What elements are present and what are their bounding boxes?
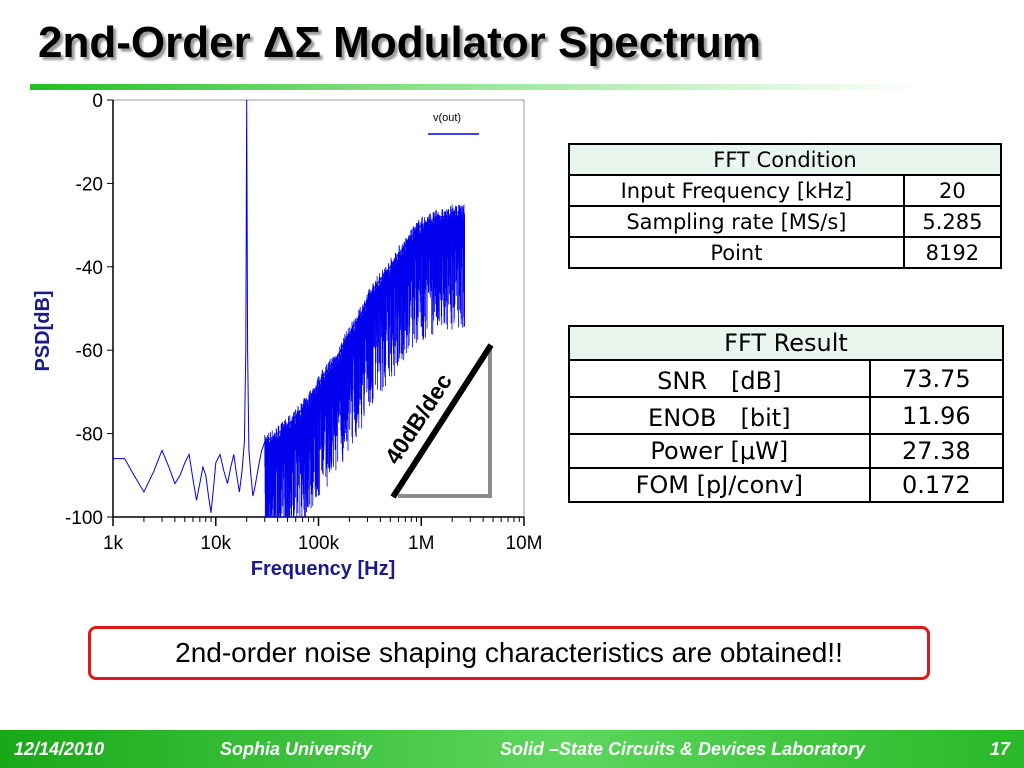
legend-label-vout: v(out) xyxy=(433,112,461,124)
x-tick-label: 1k xyxy=(103,533,124,554)
slope-annotation: 40dB/dec xyxy=(380,343,494,499)
table-row: Sampling rate [MS/s] 5.285 xyxy=(568,205,1003,238)
y-tick-label: -60 xyxy=(76,341,103,362)
table-cell-label: Sampling rate [MS/s] xyxy=(568,205,905,238)
table-row: Power [μW] 27.38 xyxy=(568,433,1005,469)
table-cell-label: Input Frequency [kHz] xyxy=(568,174,905,207)
table-cell-label: SNR [dB] xyxy=(568,359,871,398)
y-axis-ticks: 0 -20 -40 -60 -80 -100 xyxy=(65,91,113,529)
x-tick-label: 1M xyxy=(408,533,434,554)
footer-page-number: 17 xyxy=(990,739,1011,759)
title-underline xyxy=(30,84,1024,90)
footer-bar: 12/14/2010 Sophia University Solid –Stat… xyxy=(0,730,1024,768)
y-tick-label: -40 xyxy=(76,258,103,279)
table-cell-value: 8192 xyxy=(902,236,1003,269)
table-cell-value: 0.172 xyxy=(868,467,1005,503)
footer-lab: Solid –State Circuits & Devices Laborato… xyxy=(500,739,866,759)
slide-title: 2nd-Order ΔΣ Modulator Spectrum xyxy=(38,18,761,67)
slope-line xyxy=(390,343,494,499)
table-cell-label: Power [μW] xyxy=(568,433,871,469)
table-cell-value: 5.285 xyxy=(902,205,1003,238)
slope-triangle-legs xyxy=(398,348,492,498)
conclusion-callout: 2nd-order noise shaping characteristics … xyxy=(88,626,930,680)
x-axis-label: Frequency [Hz] xyxy=(251,558,395,580)
fft-result-header: FFT Result xyxy=(568,325,1004,361)
table-row: ENOB [bit] 11.96 xyxy=(568,396,1005,435)
psd-chart: 0-20-40-60-80-100 1k 10k 100k 1M 10M v(out) … xyxy=(32,91,543,580)
fft-condition-table: FFT Condition Input Frequency [kHz] 20 S… xyxy=(568,143,1003,269)
y-tick-label: -20 xyxy=(76,174,103,195)
y-tick-label: -100 xyxy=(65,508,103,529)
table-cell-label: ENOB [bit] xyxy=(568,396,871,435)
table-cell-label: FOM [pJ/conv] xyxy=(568,467,871,503)
table-cell-value: 11.96 xyxy=(868,396,1005,435)
chart-legend: v(out) xyxy=(428,112,479,135)
x-tick-label: 10k xyxy=(200,533,231,554)
x-axis-ticks: 1k 10k 100k 1M 10M xyxy=(103,517,543,554)
y-tick-label: -80 xyxy=(76,425,103,446)
y-tick-label: 0 xyxy=(92,91,103,112)
table-row: Input Frequency [kHz] 20 xyxy=(568,174,1003,207)
table-row: FOM [pJ/conv] 0.172 xyxy=(568,467,1005,503)
series-layer xyxy=(113,99,466,517)
table-cell-value: 73.75 xyxy=(868,359,1005,398)
table-cell-label: Point xyxy=(568,236,905,269)
fft-result-table: FFT Result SNR [dB] 73.75 ENOB [bit] 11.… xyxy=(568,325,1005,503)
footer-university: Sophia University xyxy=(220,739,373,759)
x-tick-label: 100k xyxy=(298,533,340,554)
fft-condition-header: FFT Condition xyxy=(568,143,1002,176)
conclusion-text: 2nd-order noise shaping characteristics … xyxy=(175,637,843,668)
table-row: Point 8192 xyxy=(568,236,1003,269)
x-tick-label: 10M xyxy=(506,533,543,554)
footer-date: 12/14/2010 xyxy=(14,739,105,759)
table-cell-value: 27.38 xyxy=(868,433,1005,469)
table-row: SNR [dB] 73.75 xyxy=(568,359,1005,398)
y-axis-label: PSD[dB] xyxy=(32,290,54,371)
table-cell-value: 20 xyxy=(902,174,1003,207)
